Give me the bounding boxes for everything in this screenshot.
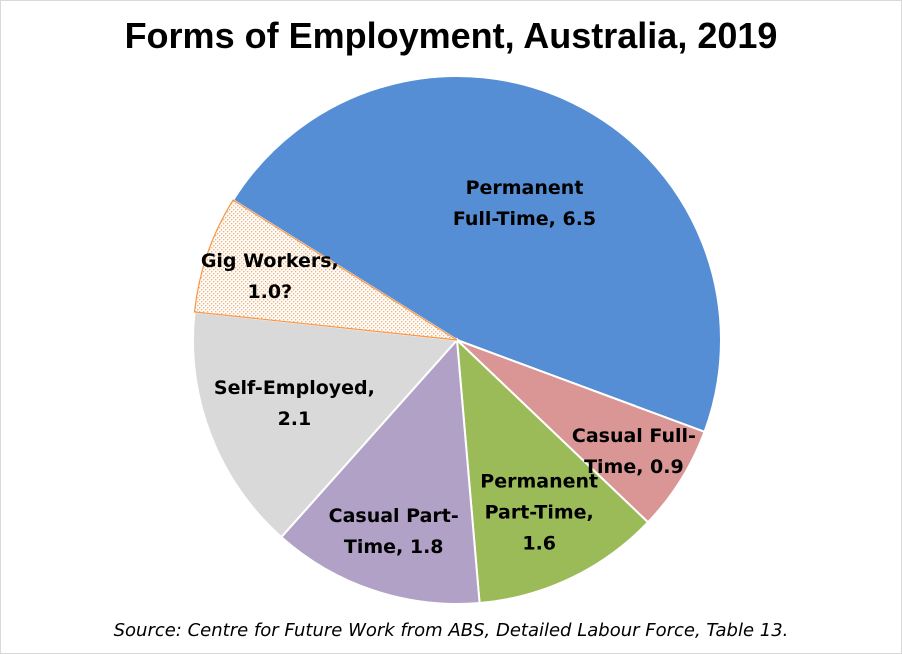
- pie-label-line: Permanent: [466, 177, 584, 199]
- chart-title: Forms of Employment, Australia, 2019: [124, 15, 778, 56]
- pie-label-line: Time, 1.8: [344, 536, 444, 558]
- pie-label-line: Casual Part-: [329, 505, 459, 527]
- pie-label-line: Casual Full-: [572, 425, 696, 447]
- pie-label-line: 1.6: [522, 532, 556, 554]
- pie-label-line: 2.1: [278, 408, 312, 430]
- pie-label-line: Self-Employed,: [214, 377, 375, 399]
- pie-label-2: Casual Full- Time, 0.9: [572, 425, 696, 478]
- pie-slice-5: [192, 310, 460, 539]
- pie-label-3: Permanent Part-Time, 1.6: [480, 470, 598, 554]
- pie-slice-6: [193, 199, 458, 341]
- pie-slice-1: [231, 75, 722, 434]
- pie-label-line: 1.0?: [247, 281, 292, 303]
- pie-label-line: Gig Workers,: [201, 250, 339, 272]
- chart-source: Source: Centre for Future Work from ABS,…: [113, 620, 789, 641]
- pie-slice-3: [455, 337, 650, 605]
- pie-label-line: Part-Time,: [485, 501, 594, 523]
- pie-label-line: Time, 0.9: [584, 456, 684, 478]
- pie-label-line: Permanent: [480, 470, 598, 492]
- pie-slice-4: [279, 337, 481, 605]
- pie-label-5: Self-Employed, 2.1: [214, 377, 375, 430]
- pie-label-4: Casual Part- Time, 1.8: [329, 505, 459, 558]
- pie-label-1: Permanent Full-Time, 6.5: [453, 177, 596, 230]
- pie-label-line: Full-Time, 6.5: [453, 208, 596, 230]
- pie-label-6: Gig Workers, 1.0?: [201, 250, 339, 303]
